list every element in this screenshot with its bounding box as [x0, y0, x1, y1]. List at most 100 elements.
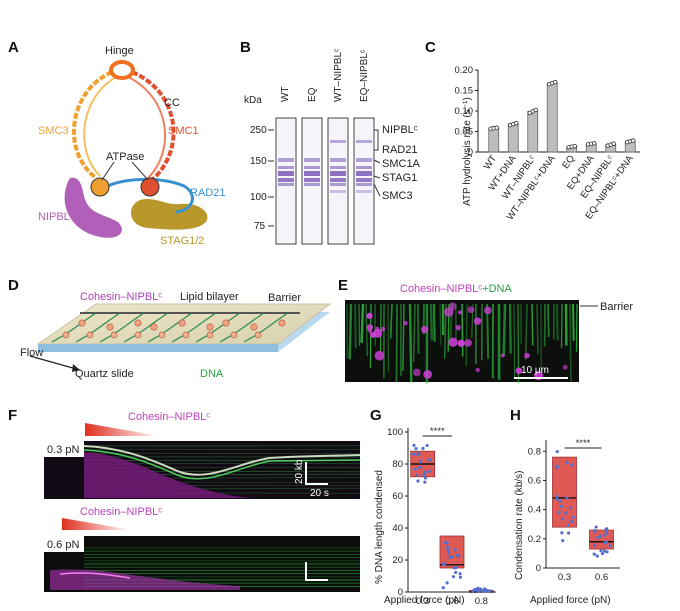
- kymograph-1-content: [83, 445, 361, 498]
- box-point: [427, 458, 431, 462]
- flowcell-schematic: [29, 303, 332, 372]
- cohesin-spot: [464, 339, 472, 347]
- cohesin-spot: [562, 364, 568, 370]
- c-ytick-label: 0.15: [455, 86, 474, 97]
- box-point: [566, 523, 570, 527]
- gel-band: [304, 183, 320, 186]
- box-point: [415, 473, 419, 477]
- box-category-label: 0.3: [416, 596, 429, 607]
- box-point: [421, 446, 425, 451]
- panel-label-d: D: [8, 277, 19, 294]
- cohesin-particle: [278, 319, 286, 327]
- cohesin-particle: [106, 323, 114, 331]
- gel-band: [356, 166, 372, 169]
- f-force-badge-2: [44, 536, 84, 552]
- kymo-condensed-band: [83, 445, 361, 476]
- cohesin-spot: [380, 326, 386, 332]
- flow-arrow: [29, 355, 81, 371]
- nipbl-label: NIPBL: [38, 211, 70, 223]
- c-ytick-label: 0: [468, 147, 473, 158]
- box-point: [451, 575, 456, 579]
- d-quartz-label: Quartz slide: [75, 368, 134, 380]
- kymo-cohesin-track: [59, 572, 131, 579]
- box-point: [565, 461, 569, 465]
- box-point: [593, 529, 597, 533]
- dna-signal: [439, 303, 442, 346]
- smc1-arm: [131, 70, 176, 182]
- dna-signal: [429, 303, 434, 341]
- box-point: [594, 525, 598, 529]
- f-cohesin-label-1: Cohesin–NIPBLᶜ: [128, 411, 210, 423]
- dna-strand: [195, 312, 241, 343]
- cohesin-spot: [448, 302, 457, 311]
- h-ylabel: Condensation rate (kb/s): [514, 470, 525, 580]
- box-point: [455, 553, 459, 558]
- cohesin-particle: [62, 331, 70, 339]
- gel-band: [278, 178, 294, 182]
- dna-signal: [547, 303, 550, 338]
- box-point: [605, 531, 609, 535]
- dna-signal: [395, 303, 398, 382]
- smc1-head: [140, 177, 160, 197]
- gel-band: [304, 178, 320, 182]
- dna-signal: [412, 303, 416, 362]
- dna-strand: [171, 312, 217, 343]
- significance-label: ****: [430, 426, 445, 437]
- dna-strand: [243, 312, 289, 343]
- box-point: [600, 551, 605, 556]
- dna-signal: [389, 303, 393, 339]
- cohesin-spot: [413, 368, 421, 377]
- dna-signal: [408, 303, 413, 383]
- cohesin-spot: [366, 312, 373, 320]
- cohesin-spot: [369, 331, 376, 338]
- box-ytick-label: 40: [392, 523, 403, 534]
- f-ramp-1: [85, 423, 160, 436]
- d-lipid-label: Lipid bilayer: [180, 291, 239, 303]
- h-xlabel: Applied force (pN): [530, 595, 611, 606]
- smc1-label: SMC1: [168, 125, 199, 137]
- gel-band: [330, 183, 346, 186]
- c-point: [572, 143, 577, 149]
- cohesin-spot: [457, 339, 465, 347]
- box-point: [418, 460, 423, 464]
- box-point: [458, 572, 462, 576]
- box-point: [555, 497, 559, 501]
- atp-hydrolysis-chart: 00.050.100.150.20WTWT+DNAWT–NIPBLᶜWT–NIP…: [455, 65, 640, 222]
- cohesin-particle: [86, 331, 94, 339]
- cohesin-particle: [250, 323, 258, 331]
- cohesin-particle: [182, 331, 190, 339]
- cohesin-particle: [254, 331, 262, 339]
- box-point: [485, 589, 489, 593]
- g-ylabel: % DNA length condensed: [374, 470, 385, 584]
- box-point: [445, 545, 450, 549]
- gel-band: [356, 171, 372, 176]
- lane-label-eq-nipblc: EQ–NIPBLᶜ: [359, 49, 370, 102]
- box-point: [561, 538, 565, 543]
- c-point: [533, 107, 538, 113]
- nipbl-shape: [64, 177, 122, 238]
- box-point: [565, 496, 569, 500]
- cohesin-particle: [178, 319, 186, 327]
- c-point: [592, 141, 597, 146]
- box-point: [423, 480, 427, 484]
- dna-signal: [513, 303, 516, 379]
- dna-signal: [502, 303, 507, 357]
- box-point: [418, 465, 422, 470]
- box-point: [595, 554, 599, 558]
- box-ytick-label: 20: [392, 555, 403, 566]
- protein-nipblc: NIPBLᶜ: [382, 124, 418, 136]
- box-point: [564, 511, 568, 515]
- f-scalebar-2: [305, 562, 328, 581]
- gel-band-nipblc: [330, 140, 346, 143]
- dna-signal: [348, 303, 353, 360]
- hinge-domain: [109, 60, 135, 80]
- box-point: [604, 528, 608, 532]
- box-point: [569, 506, 573, 510]
- gel-band: [278, 166, 294, 169]
- smc3-head: [90, 177, 110, 197]
- cohesin-spot: [423, 369, 433, 379]
- atpase-pointer-left: [101, 161, 115, 181]
- cohesin-spot: [403, 320, 408, 326]
- box-point: [423, 476, 428, 480]
- smc1-arm-inner: [125, 75, 167, 179]
